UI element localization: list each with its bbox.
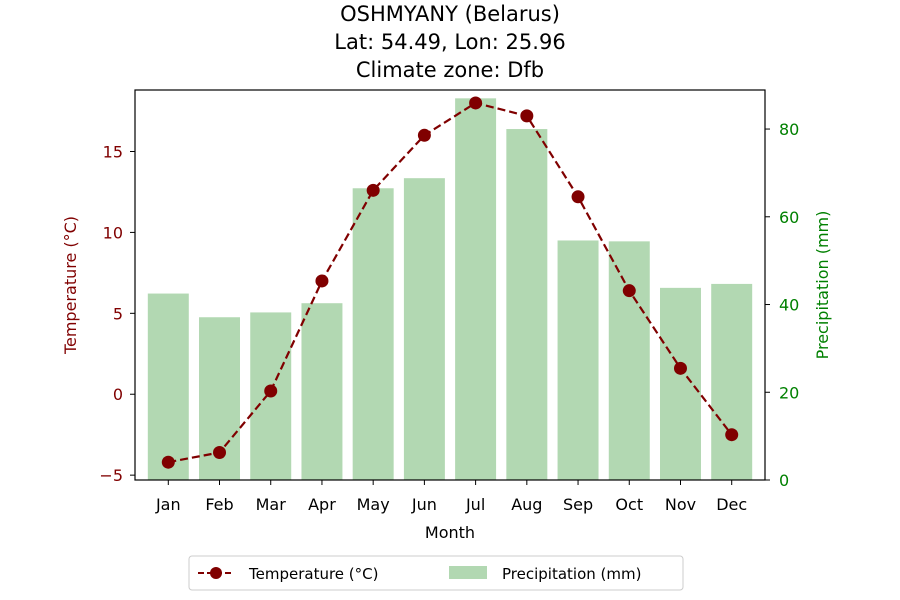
x-tick-label: Mar — [256, 495, 287, 514]
temperature-point — [725, 428, 739, 442]
y-right-axis-ticks: 0 20 40 60 80 — [765, 120, 799, 490]
y-right-tick-label: 0 — [779, 471, 789, 490]
x-tick-label: Aug — [511, 495, 542, 514]
y-left-tick-label: 0 — [113, 385, 123, 404]
precipitation-bar — [506, 129, 548, 480]
temperature-point — [264, 384, 278, 398]
y-left-tick-label: 10 — [103, 223, 123, 242]
y-right-tick-label: 40 — [779, 296, 799, 315]
y-left-axis-ticks: −5 0 5 10 15 — [99, 142, 135, 485]
plot-frame — [134, 89, 766, 481]
precipitation-bar — [557, 240, 599, 480]
x-axis-ticks: Jan Feb Mar Apr May Jun Jul Aug Sep Oct Nov Dec — [155, 480, 747, 514]
x-tick-label: Nov — [665, 495, 696, 514]
temperature-point — [571, 190, 585, 204]
temperature-point — [315, 274, 329, 288]
y-left-tick-label: −5 — [99, 466, 123, 485]
precipitation-bar — [711, 283, 753, 480]
y-right-tick-label: 20 — [779, 383, 799, 402]
legend-precipitation-label: Precipitation (mm) — [502, 565, 641, 583]
precipitation-bar — [403, 178, 445, 480]
x-tick-label: Dec — [716, 495, 747, 514]
temperature-point — [213, 445, 227, 459]
title-line-2: Lat: 54.49, Lon: 25.96 — [334, 30, 565, 54]
temperature-point — [366, 183, 380, 197]
precipitation-bars — [147, 98, 753, 481]
y-left-axis-label: Temperature (°C) — [61, 216, 80, 355]
x-tick-label: May — [357, 495, 390, 514]
precipitation-bar — [455, 98, 497, 480]
y-right-tick-label: 80 — [779, 120, 799, 139]
precipitation-bar — [660, 287, 701, 480]
precipitation-bar — [301, 303, 343, 480]
y-left-tick-label: 15 — [103, 142, 123, 161]
x-tick-label: Oct — [615, 495, 643, 514]
legend-precipitation-swatch-icon — [449, 566, 487, 579]
temperature-point — [673, 361, 687, 375]
x-tick-label: Jan — [155, 495, 181, 514]
title-line-3: Climate zone: Dfb — [356, 58, 544, 82]
temperature-line — [161, 96, 739, 469]
temperature-series-line — [168, 101, 733, 464]
legend: Temperature (°C) Precipitation (mm) — [188, 555, 684, 591]
y-right-axis-label: Precipitation (mm) — [813, 211, 832, 360]
x-tick-label: Jul — [465, 495, 485, 514]
precipitation-bar — [352, 188, 394, 481]
x-tick-label: Feb — [205, 495, 233, 514]
x-tick-label: Sep — [563, 495, 593, 514]
temperature-point — [161, 455, 175, 469]
chart-title: OSHMYANY (Belarus) Lat: 54.49, Lon: 25.9… — [334, 2, 565, 82]
temperature-point — [469, 96, 483, 110]
temperature-point — [417, 128, 431, 142]
x-axis-label: Month — [425, 523, 475, 542]
legend-temperature-label: Temperature (°C) — [248, 565, 378, 583]
temperature-point — [520, 109, 534, 123]
y-left-tick-label: 5 — [113, 304, 123, 323]
x-tick-label: Jun — [411, 495, 437, 514]
y-right-tick-label: 60 — [779, 208, 799, 227]
legend-temperature-marker-icon — [210, 567, 222, 579]
title-line-1: OSHMYANY (Belarus) — [340, 2, 560, 26]
legend-box — [188, 555, 684, 591]
precipitation-bar — [147, 293, 189, 480]
precipitation-bar — [608, 241, 650, 480]
x-tick-label: Apr — [308, 495, 336, 514]
temperature-point — [622, 284, 636, 298]
